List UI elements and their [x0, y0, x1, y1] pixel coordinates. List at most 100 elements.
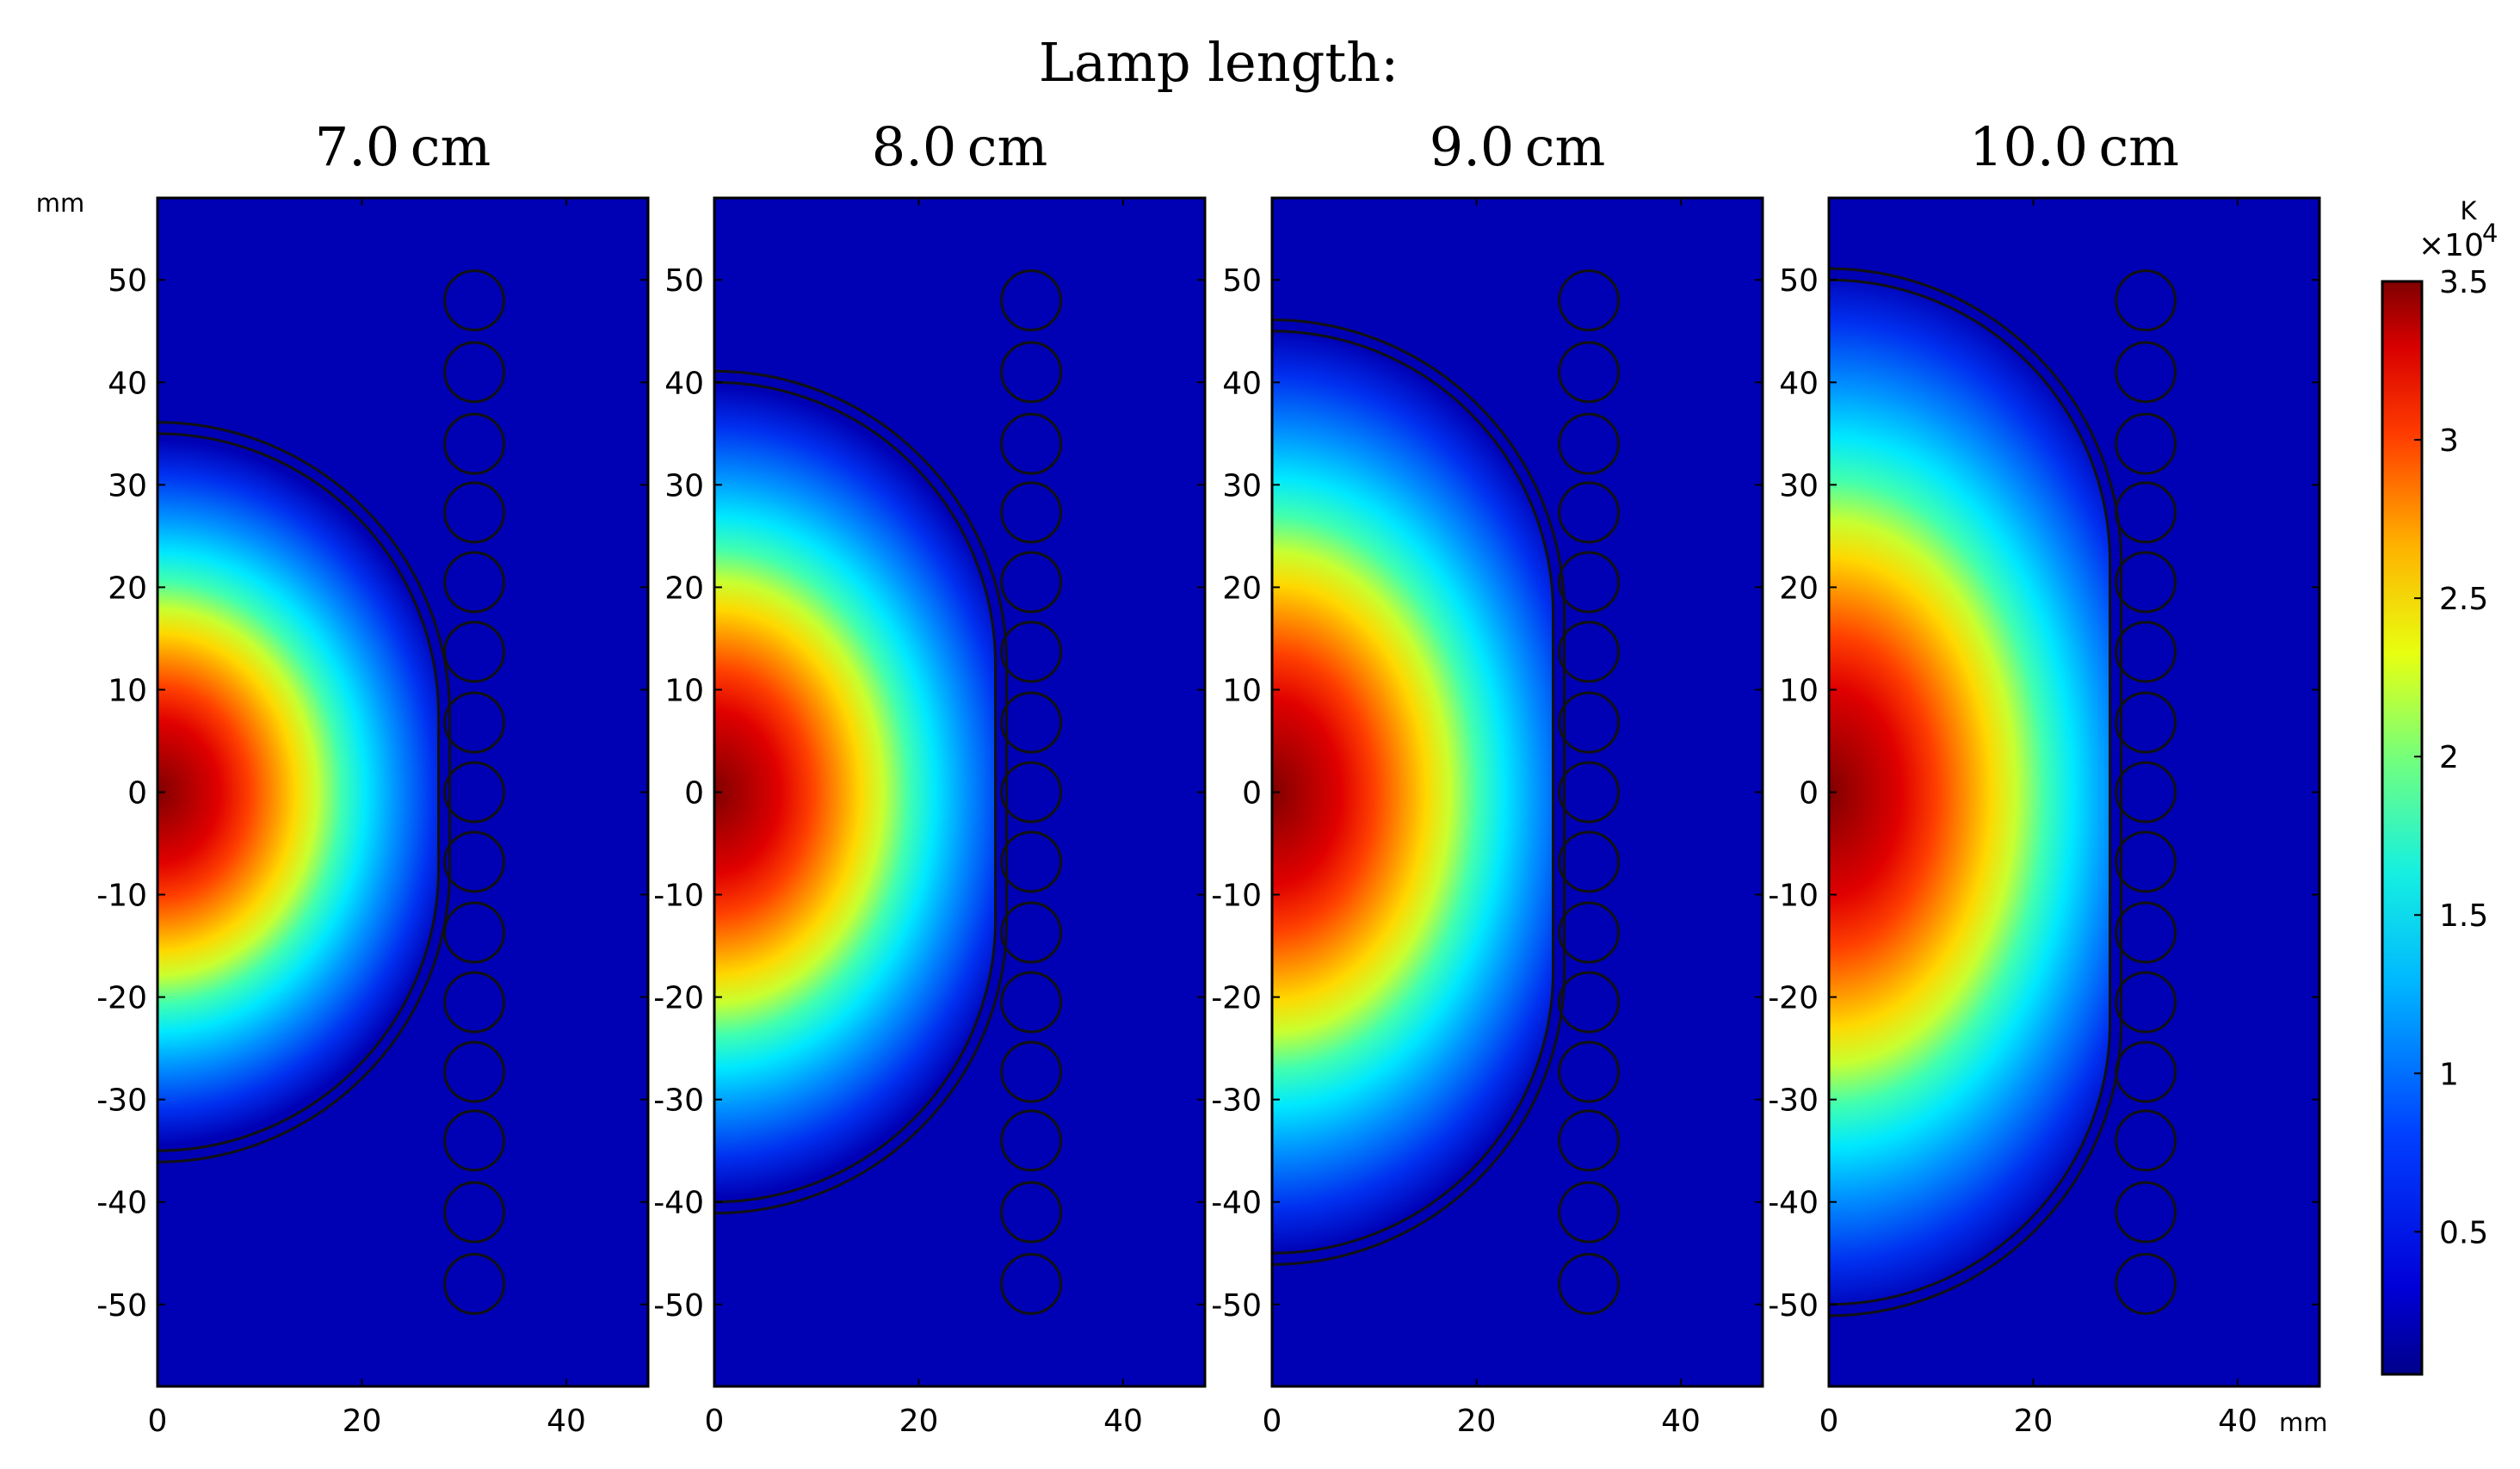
colorbar-tick-label: 2: [2439, 740, 2459, 775]
tube-circle: [443, 1181, 506, 1244]
tube-circle: [443, 269, 506, 331]
tube-circle: [1000, 761, 1063, 824]
x-tick-label: 40: [547, 1404, 586, 1439]
tube-circle: [1558, 481, 1621, 544]
tube-circle: [2115, 620, 2177, 683]
y-tick-label: -30: [96, 1083, 147, 1119]
tube-circle: [1000, 412, 1063, 475]
x-tick-label: 0: [1263, 1404, 1282, 1439]
y-tick-label: -10: [96, 879, 147, 914]
x-tick-label: 40: [1661, 1404, 1701, 1439]
colorbar-tick-label: 3: [2439, 423, 2459, 459]
y-tick-label: 50: [1779, 263, 1819, 299]
colorbar-tick-label: 3.5: [2439, 265, 2488, 300]
y-tick-label: 0: [127, 776, 147, 812]
tube-circle: [443, 1040, 506, 1103]
colorbar-tick-label: 0.5: [2439, 1215, 2488, 1250]
lamp-outline-outer: [713, 369, 1009, 1215]
y-tick-label: -50: [96, 1288, 147, 1324]
y-tick-label: 40: [108, 366, 147, 401]
y-tick-label: 30: [1222, 468, 1262, 503]
x-tick-label: 20: [1457, 1404, 1497, 1439]
y-tick-label: -40: [96, 1186, 147, 1221]
tube-circle: [1558, 1181, 1621, 1244]
y-tick-label: 20: [664, 571, 704, 606]
tube-circle: [2115, 1040, 2177, 1103]
tube-circle: [1558, 412, 1621, 475]
y-tick-label: 10: [108, 673, 147, 708]
tube-circle: [1000, 1253, 1063, 1315]
tube-circle: [2115, 971, 2177, 1034]
y-tick-label: 20: [108, 571, 147, 606]
tube-circle: [2115, 551, 2177, 614]
colorbar-tick-label: 1.5: [2439, 898, 2488, 934]
tube-circle: [1558, 1109, 1621, 1172]
y-tick-label: 50: [664, 263, 704, 299]
y-tick-label: 0: [1799, 776, 1819, 812]
tube-circle: [2115, 481, 2177, 544]
x-tick-label: 20: [899, 1404, 939, 1439]
tube-circle: [443, 620, 506, 683]
x-tick-label: 20: [2014, 1404, 2054, 1439]
tube-circle: [1558, 341, 1621, 404]
tube-circle: [1000, 620, 1063, 683]
heat-field: [714, 382, 996, 1202]
tube-circle: [2115, 1253, 2177, 1315]
tube-circle: [2115, 761, 2177, 824]
panel-4: 10.0 cm 50 40 30 20 10 0 -10 -20 -30 -40 -50 0 20 40 mm: [1768, 115, 2327, 1439]
heat-field: [1829, 280, 2110, 1305]
y-tick-label: 30: [1779, 468, 1819, 503]
tube-circle: [2115, 412, 2177, 475]
tube-circle: [443, 761, 506, 824]
heat-field: [1272, 330, 1553, 1254]
tube-circle: [1000, 1109, 1063, 1172]
tube-circle: [1558, 761, 1621, 824]
tube-circle: [1000, 691, 1063, 754]
lamp-outline-outer: [1827, 267, 2123, 1318]
y-tick-label: -20: [1211, 981, 1262, 1016]
tube-circle: [1558, 901, 1621, 964]
y-tick-label: -30: [1768, 1083, 1819, 1119]
y-tick-label: -40: [653, 1186, 704, 1221]
tube-circle: [2115, 341, 2177, 404]
tube-circle: [2115, 269, 2177, 331]
tube-circle: [1000, 1040, 1063, 1103]
figure-title: Lamp length:: [1039, 31, 1399, 94]
y-tick-label: 10: [1222, 673, 1262, 708]
y-tick-label: -40: [1211, 1186, 1262, 1221]
y-tick-label: -20: [96, 981, 147, 1016]
tube-circle: [443, 830, 506, 893]
y-tick-label: -40: [1768, 1186, 1819, 1221]
y-tick-label: 30: [108, 468, 147, 503]
y-tick-label: -50: [653, 1288, 704, 1324]
panel-title: 10.0 cm: [1969, 115, 2179, 178]
colorbar-bar: [2381, 280, 2424, 1376]
x-tick-label: 0: [705, 1404, 725, 1439]
x-tick-label: 0: [148, 1404, 168, 1439]
tube-circle: [2115, 830, 2177, 893]
tube-circle: [1000, 830, 1063, 893]
panel-title: 7.0 cm: [315, 115, 491, 178]
x-tick-label: 40: [1103, 1404, 1143, 1439]
y-tick-label: -20: [653, 981, 704, 1016]
tube-circle: [443, 1109, 506, 1172]
tube-circle: [443, 341, 506, 404]
tube-circle: [1000, 481, 1063, 544]
y-tick-label: -30: [1211, 1083, 1262, 1119]
y-tick-label: -30: [653, 1083, 704, 1119]
y-tick-label: 0: [1242, 776, 1262, 812]
tube-circle: [443, 901, 506, 964]
panel-1: 7.0 cm 50 40 30 20 10 0 -10 -20 -30 -40 -50 0 20 40 mm: [36, 115, 650, 1439]
lamp-outline-inner: [713, 380, 998, 1204]
y-tick-label: -10: [1211, 879, 1262, 914]
y-tick-label: 0: [684, 776, 704, 812]
panel-2: 8.0 cm 50 40 30 20 10 0 -10 -20 -30 -40 -50 0 20 40: [653, 115, 1207, 1439]
tube-circle: [2115, 691, 2177, 754]
y-tick-label: 40: [664, 366, 704, 401]
tube-circle: [1558, 971, 1621, 1034]
x-tick-label: 0: [1819, 1404, 1839, 1439]
x-axis-unit: mm: [2279, 1408, 2328, 1437]
tube-circle: [443, 481, 506, 544]
y-tick-label: 50: [1222, 263, 1262, 299]
lamp-outline-inner: [156, 432, 441, 1152]
